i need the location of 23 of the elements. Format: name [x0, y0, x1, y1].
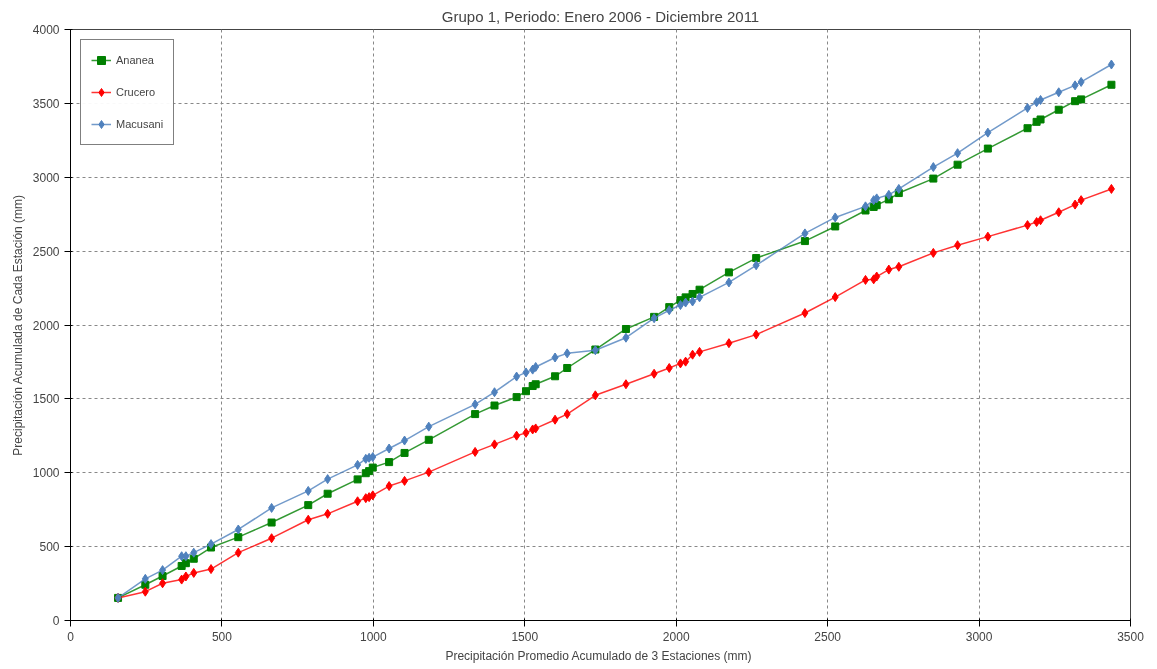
y-tick-label: 3500: [32, 96, 60, 111]
legend-label: Crucero: [116, 86, 156, 98]
y-tick-label: 1500: [32, 392, 60, 407]
x-tick-label: 3000: [965, 629, 993, 644]
chart-title: Grupo 1, Periodo: Enero 2006 - Diciembre 2011: [441, 7, 760, 25]
x-tick-label: 1000: [360, 629, 388, 644]
legend-label: Macusani: [116, 118, 164, 130]
legend-label: Ananea: [116, 54, 154, 66]
y-tick-label: 2500: [32, 244, 60, 259]
y-tick-label: 1000: [32, 466, 60, 481]
x-tick-label: 0: [67, 629, 75, 644]
y-tick-label: 500: [39, 540, 60, 555]
x-tick-label: 3500: [1117, 629, 1145, 644]
x-tick-label: 2500: [814, 629, 842, 644]
y-tick-label: 2000: [32, 318, 60, 333]
y-axis-title: Precipitación Acumulada de Cada Estación (mm): [10, 194, 25, 456]
x-tick-label: 500: [211, 629, 233, 644]
x-axis-title: Precipitación Promedio Acumulado de 3 Estaciones (mm): [445, 648, 752, 663]
y-tick-label: 3000: [32, 170, 60, 185]
y-tick-label: 4000: [32, 23, 60, 37]
x-tick-label: 1500: [511, 629, 539, 644]
x-tick-label: 2000: [662, 629, 690, 644]
y-tick-label: 0: [52, 614, 60, 628]
